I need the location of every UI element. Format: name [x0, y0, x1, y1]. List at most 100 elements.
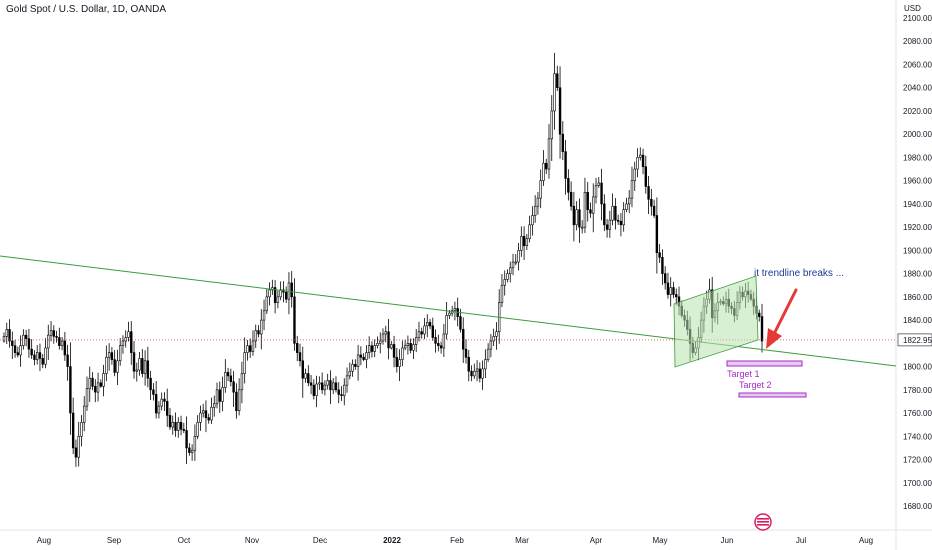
price-tick-label: 1780.000 — [903, 386, 932, 395]
candle-body — [138, 358, 141, 371]
candle-body — [392, 344, 396, 358]
candle-body — [284, 291, 288, 300]
candle-body — [116, 360, 119, 373]
candle-body — [362, 356, 365, 360]
candle-body — [196, 422, 199, 437]
price-tick-label: 2000.000 — [903, 130, 932, 139]
time-axis[interactable]: Aug Sep Oct Nov Dec 2022 Feb Mar Apr May Jun Jul Aug — [37, 536, 873, 545]
candle-body — [304, 373, 307, 379]
candle-body — [639, 154, 642, 158]
candle-body — [58, 337, 61, 346]
candle-body — [666, 282, 670, 295]
candle-body — [207, 417, 210, 421]
logo-stripe — [757, 524, 769, 526]
candle-body — [603, 203, 606, 226]
candle-body — [124, 337, 127, 342]
candle-body — [420, 331, 423, 335]
candle-body — [492, 336, 495, 342]
currency-label: USD — [904, 4, 921, 13]
candle-body — [379, 340, 382, 344]
candle-body — [600, 182, 603, 205]
price-axis[interactable]: 2100.000 2080.000 2060.000 2040.000 2020.000… — [897, 14, 932, 511]
candle-body — [2, 336, 6, 342]
candle-body — [232, 381, 235, 393]
candle-body — [467, 356, 470, 372]
candle-body — [91, 377, 94, 387]
candle-body — [760, 316, 764, 342]
candle-body — [528, 224, 531, 240]
candle-body — [647, 186, 650, 200]
candle-body — [254, 330, 257, 342]
candle-body — [533, 205, 537, 216]
candle-body — [622, 209, 625, 226]
candle-body — [265, 296, 269, 312]
candle-body — [334, 382, 338, 391]
candlestick-series — [2, 52, 764, 467]
time-tick-label: Sep — [107, 536, 122, 545]
candle-body — [41, 358, 44, 365]
candle-body — [569, 191, 573, 207]
candle-body — [517, 250, 520, 263]
candle-body — [423, 325, 426, 335]
time-tick-label: Aug — [37, 536, 51, 545]
price-tick-label: 2080.000 — [903, 37, 932, 46]
candle-body — [580, 226, 584, 229]
candle-body — [166, 401, 169, 416]
candle-body — [94, 386, 97, 393]
candle-body — [531, 215, 534, 226]
candle-body — [403, 345, 407, 349]
candle-body — [409, 343, 412, 351]
candle-body — [586, 191, 589, 211]
candle-body — [229, 375, 233, 382]
candle-body — [249, 345, 252, 352]
time-tick-label: Oct — [178, 536, 191, 545]
candle-body — [293, 296, 296, 344]
candle-body — [332, 382, 335, 391]
candle-body — [146, 360, 150, 379]
candle-body — [578, 209, 581, 228]
candle-body — [35, 352, 39, 360]
candle-body — [414, 337, 418, 345]
candle-body — [69, 366, 72, 414]
candle-body — [445, 315, 448, 335]
candle-body — [60, 340, 64, 346]
candle-body — [204, 410, 208, 418]
candle-body — [226, 372, 230, 377]
candle-body — [675, 294, 678, 298]
candle-body — [273, 287, 277, 303]
time-tick-label: Mar — [515, 536, 529, 545]
price-tick-label: 1880.000 — [903, 270, 932, 279]
candle-body — [74, 447, 78, 458]
candle-body — [268, 289, 271, 298]
candle-body — [201, 410, 205, 414]
candle-body — [315, 383, 318, 396]
candle-body — [506, 273, 509, 280]
candle-body — [318, 382, 321, 385]
candle-body — [652, 205, 656, 216]
candle-body — [193, 435, 197, 451]
candle-body — [641, 154, 645, 168]
candle-body — [572, 205, 576, 226]
time-tick-label: Jul — [796, 536, 806, 545]
candle-body — [301, 360, 304, 379]
candle-body — [260, 319, 263, 335]
candle-body — [561, 133, 565, 152]
trendline — [0, 255, 897, 367]
time-tick-label: Nov — [245, 536, 259, 545]
price-tick-label: 1860.000 — [903, 293, 932, 302]
candle-body — [141, 358, 144, 374]
candle-body — [77, 435, 80, 458]
candle-body — [398, 359, 401, 367]
candle-body — [442, 333, 446, 349]
candle-body — [251, 340, 255, 352]
time-tick-label: Feb — [450, 536, 464, 545]
candle-body — [373, 345, 376, 352]
candle-body — [367, 345, 371, 353]
candle-body — [495, 331, 498, 337]
candle-body — [154, 394, 158, 414]
candle-body — [80, 422, 83, 437]
price-tick-label: 1740.000 — [903, 432, 932, 441]
candle-body — [370, 345, 374, 352]
candle-body — [608, 219, 612, 230]
